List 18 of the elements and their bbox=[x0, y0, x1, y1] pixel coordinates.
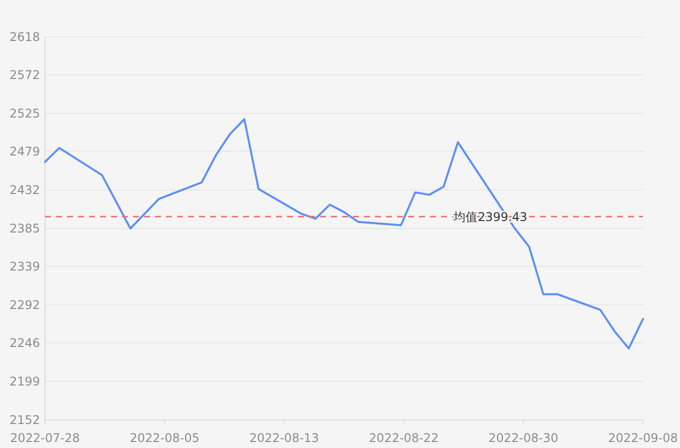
x-tick-label: 2022-09-08 bbox=[608, 431, 678, 445]
y-tick-label: 2246 bbox=[9, 336, 40, 350]
x-tick-label: 2022-08-22 bbox=[368, 431, 439, 445]
y-tick-label: 2572 bbox=[9, 68, 40, 82]
line-series bbox=[44, 118, 644, 350]
y-tick-label: 2339 bbox=[9, 260, 40, 274]
x-tick-label: 2022-08-05 bbox=[130, 431, 200, 445]
x-tick-label: 2022-07-28 bbox=[10, 431, 80, 445]
x-tick-label: 2022-08-13 bbox=[249, 431, 320, 445]
y-tick-label: 2199 bbox=[9, 374, 40, 389]
y-tick-label: 2385 bbox=[9, 222, 40, 236]
y-tick-label: 2618 bbox=[9, 30, 40, 44]
y-tick-label: 2292 bbox=[9, 298, 40, 312]
y-tick-label: 2152 bbox=[9, 413, 40, 428]
x-tick-label: 2022-08-30 bbox=[488, 431, 558, 445]
y-tick-label: 2432 bbox=[9, 183, 40, 198]
y-tick-label: 2479 bbox=[9, 144, 40, 158]
y-tick-label: 2525 bbox=[9, 106, 40, 121]
